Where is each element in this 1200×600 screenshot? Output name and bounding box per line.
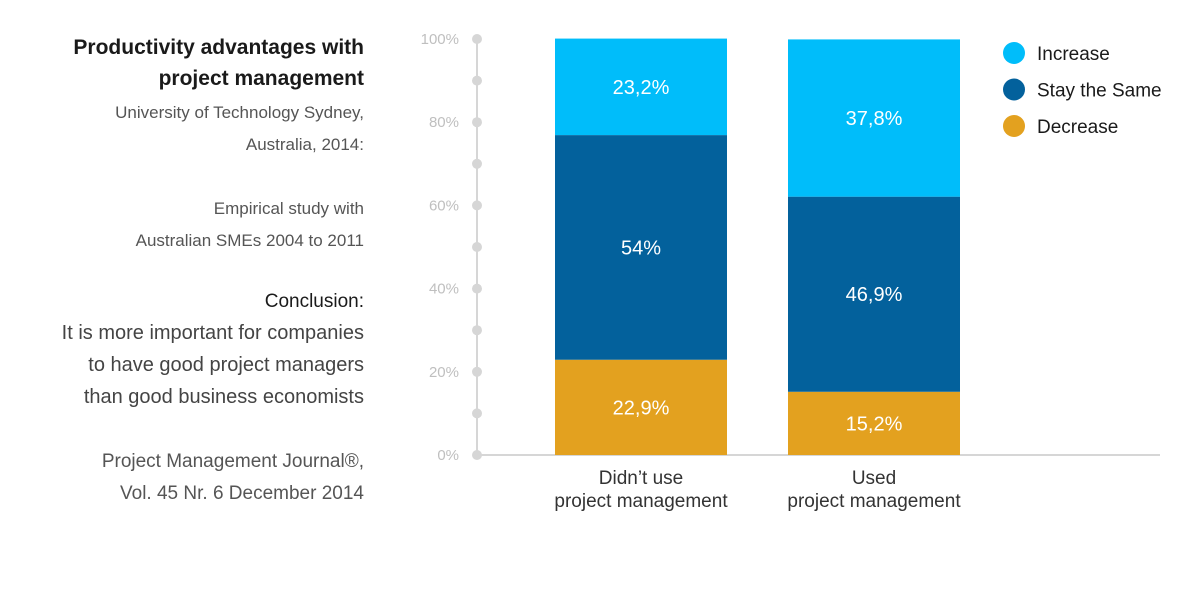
y-tick-label: 20% bbox=[429, 364, 459, 381]
journal-line-2: Vol. 45 Nr. 6 December 2014 bbox=[120, 483, 364, 504]
category-label: project management bbox=[787, 491, 961, 512]
axis-tick-dot bbox=[472, 75, 482, 86]
bar-stay-the-same bbox=[555, 135, 727, 360]
bar-value-label: 46,9% bbox=[846, 284, 903, 306]
axis-tick-dot bbox=[472, 325, 482, 336]
legend-item-increase: Increase bbox=[1003, 42, 1110, 65]
axis-tick-dot bbox=[472, 34, 482, 44]
axis-tick-dot bbox=[472, 117, 482, 128]
y-tick-label: 0% bbox=[437, 447, 459, 464]
bar-value-label: 54% bbox=[621, 237, 661, 259]
bar-value-label: 23,2% bbox=[613, 77, 670, 99]
axis-tick-dot bbox=[472, 283, 482, 294]
source-line-2: Australia, 2014: bbox=[245, 135, 364, 154]
source-line-1: University of Technology Sydney, bbox=[115, 103, 364, 122]
conclusion-heading: Conclusion: bbox=[264, 291, 364, 312]
chart-title-line-1: Productivity advantages with bbox=[73, 36, 364, 59]
conclusion-line-2: to have good project managers bbox=[88, 354, 364, 376]
axis-tick-dot bbox=[472, 408, 482, 419]
legend-swatch bbox=[1003, 78, 1025, 101]
legend-label: Increase bbox=[1037, 44, 1110, 65]
axis-tick-dot bbox=[472, 158, 482, 169]
legend-swatch bbox=[1003, 115, 1025, 137]
conclusion-line-3: than good business economists bbox=[83, 386, 364, 408]
study-line-2: Australian SMEs 2004 to 2011 bbox=[135, 231, 364, 250]
y-tick-label: 80% bbox=[429, 114, 459, 131]
legend-item-decrease: Decrease bbox=[1003, 115, 1118, 138]
legend-swatch bbox=[1003, 42, 1025, 64]
legend-label: Stay the Same bbox=[1037, 81, 1162, 102]
bar-decrease bbox=[555, 359, 727, 455]
legend-item-stay-the-same: Stay the Same bbox=[1003, 78, 1162, 102]
bar-value-label: 15,2% bbox=[846, 413, 903, 435]
bar-stack-1: 22,9% 54% 23,2% bbox=[555, 38, 727, 455]
bar-value-label: 22,9% bbox=[613, 397, 670, 419]
category-label: Used bbox=[852, 468, 896, 489]
y-tick-label: 100% bbox=[421, 31, 459, 48]
axis-tick-dot bbox=[472, 366, 482, 377]
category-label: project management bbox=[554, 491, 728, 512]
bar-decrease bbox=[788, 391, 960, 455]
axis-tick-dot bbox=[472, 200, 482, 211]
axis-tick-dot bbox=[472, 450, 482, 460]
bar-stack-2: 15,2% 46,9% 37,8% bbox=[788, 39, 960, 455]
y-tick-label: 60% bbox=[429, 197, 459, 214]
bar-stay-the-same bbox=[788, 196, 960, 392]
bar-increase bbox=[788, 39, 960, 197]
journal-line-1: Project Management Journal®, bbox=[101, 451, 364, 472]
bar-value-label: 37,8% bbox=[846, 108, 903, 130]
bar-increase bbox=[555, 38, 727, 136]
conclusion-line-1: It is more important for companies bbox=[61, 322, 364, 344]
study-line-1: Empirical study with bbox=[213, 199, 364, 218]
legend-label: Decrease bbox=[1037, 117, 1118, 138]
bar-stacks: 22,9% 54% 23,2% 15,2% 46,9% 37,8% bbox=[555, 38, 960, 455]
chart-title-line-2: project management bbox=[158, 67, 364, 90]
axis-tick-dot bbox=[472, 242, 482, 252]
category-label: Didn’t use bbox=[599, 468, 684, 489]
y-tick-label: 40% bbox=[429, 281, 459, 298]
legend: Increase Stay the Same Decrease bbox=[1003, 42, 1162, 138]
